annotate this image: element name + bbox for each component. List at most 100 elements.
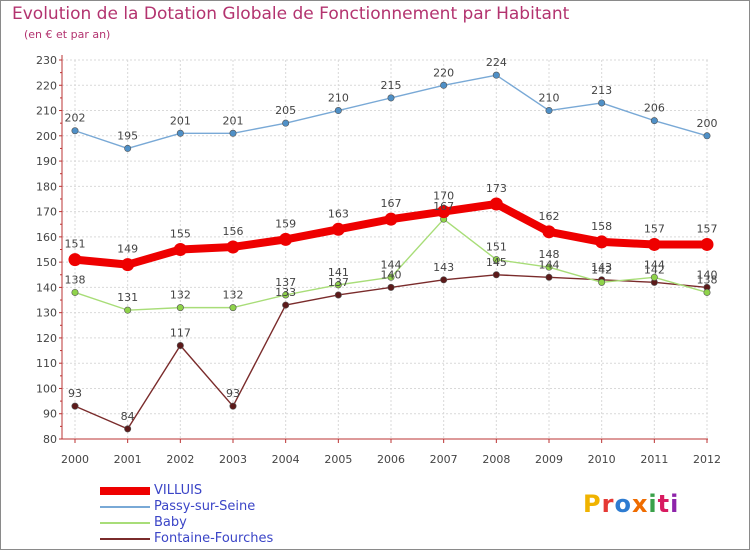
- data-point-fontaine-fourches-2007: [440, 276, 448, 284]
- grid: [62, 59, 708, 440]
- data-label-passy-sur-seine-2008: 224: [486, 56, 507, 69]
- legend-swatch-baby: [100, 522, 150, 524]
- data-point-baby-2009: [545, 263, 553, 271]
- data-label-villuis-2009: 162: [539, 210, 560, 223]
- data-point-villuis-2002: [173, 243, 187, 256]
- x-tick-label-2005: 2005: [324, 453, 352, 466]
- logo-letter: x: [631, 490, 649, 518]
- chart-subtitle: (en € et par an): [24, 28, 111, 41]
- data-label-fontaine-fourches-2012: 140: [697, 268, 718, 281]
- data-label-baby-2005: 141: [328, 266, 349, 279]
- data-point-villuis-2006: [384, 212, 398, 226]
- data-label-passy-sur-seine-2002: 201: [170, 114, 191, 127]
- data-label-baby-2010: 142: [591, 263, 612, 276]
- x-tick-label-2012: 2012: [693, 453, 721, 466]
- data-point-villuis-2004: [279, 232, 293, 246]
- data-point-baby-2012: [703, 288, 711, 296]
- legend-swatch-passy-sur-seine: [100, 506, 150, 508]
- y-tick-label-140: 140: [36, 281, 57, 294]
- data-point-fontaine-fourches-2003: [229, 402, 237, 410]
- data-label-passy-sur-seine-2006: 215: [381, 79, 402, 92]
- data-label-fontaine-fourches-2001: 84: [121, 410, 135, 423]
- data-label-passy-sur-seine-2011: 206: [644, 102, 665, 115]
- data-point-fontaine-fourches-2001: [124, 425, 132, 433]
- data-label-villuis-2010: 158: [591, 220, 612, 233]
- data-label-passy-sur-seine-2003: 201: [223, 114, 244, 127]
- data-point-villuis-2012: [700, 237, 714, 251]
- data-label-fontaine-fourches-2008: 145: [486, 256, 507, 269]
- y-tick-label-210: 210: [36, 105, 57, 118]
- data-label-baby-2001: 131: [117, 291, 138, 304]
- y-tick-label-110: 110: [36, 357, 57, 370]
- y-tick-label-220: 220: [36, 79, 57, 92]
- data-label-baby-2011: 144: [644, 258, 665, 271]
- data-label-baby-2008: 151: [486, 241, 507, 254]
- data-point-villuis-2008: [489, 197, 503, 211]
- x-tick-label-2009: 2009: [535, 453, 563, 466]
- data-label-fontaine-fourches-2007: 143: [433, 261, 454, 274]
- data-label-fontaine-fourches-2004: 133: [275, 286, 296, 299]
- data-point-villuis-2007: [437, 205, 451, 219]
- x-tick-label-2004: 2004: [272, 453, 300, 466]
- data-point-passy-sur-seine-2008: [492, 71, 500, 79]
- logo-letter: P: [583, 490, 602, 518]
- data-point-passy-sur-seine-2005: [334, 107, 342, 115]
- data-point-fontaine-fourches-2004: [282, 301, 290, 309]
- data-label-villuis-2002: 155: [170, 228, 191, 241]
- data-label-baby-2006: 144: [381, 258, 402, 271]
- data-point-fontaine-fourches-2002: [176, 342, 184, 350]
- legend-swatch-fontaine-fourches: [100, 538, 150, 540]
- data-point-villuis-2000: [68, 253, 82, 267]
- data-label-baby-2002: 132: [170, 289, 191, 302]
- data-label-baby-2004: 137: [275, 276, 296, 289]
- data-label-fontaine-fourches-2002: 117: [170, 327, 191, 340]
- data-point-baby-2002: [176, 304, 184, 312]
- y-tick-label-130: 130: [36, 307, 57, 320]
- data-label-baby-2012: 138: [697, 273, 718, 286]
- x-tick-label-2008: 2008: [482, 453, 510, 466]
- legend-label-passy-sur-seine: Passy-sur-Seine: [154, 499, 256, 514]
- legend-swatch-villuis: [100, 487, 150, 495]
- data-point-fontaine-fourches-2005: [334, 291, 342, 299]
- proxiti-logo: Proxiti: [583, 490, 679, 518]
- data-label-villuis-2006: 167: [381, 197, 402, 210]
- data-point-baby-2008: [492, 256, 500, 264]
- data-label-fontaine-fourches-2005: 137: [328, 276, 349, 289]
- data-label-fontaine-fourches-2011: 142: [644, 263, 665, 276]
- logo-letter: i: [648, 490, 658, 518]
- data-label-passy-sur-seine-2001: 195: [117, 129, 138, 142]
- data-label-fontaine-fourches-2009: 144: [539, 258, 560, 271]
- data-label-fontaine-fourches-2000: 93: [68, 387, 82, 400]
- data-point-fontaine-fourches-2006: [387, 283, 395, 291]
- data-label-villuis-2003: 156: [223, 225, 244, 238]
- data-label-passy-sur-seine-2009: 210: [539, 92, 560, 105]
- data-label-baby-2003: 132: [223, 289, 244, 302]
- data-label-villuis-2007: 170: [433, 190, 454, 203]
- data-point-baby-2006: [387, 273, 395, 281]
- y-tick-label-160: 160: [36, 231, 57, 244]
- x-tick-label-2001: 2001: [114, 453, 142, 466]
- data-label-villuis-2005: 163: [328, 207, 349, 220]
- data-point-baby-2005: [334, 281, 342, 289]
- data-point-passy-sur-seine-2003: [229, 129, 237, 137]
- data-point-baby-2010: [598, 278, 606, 286]
- y-tick-label-150: 150: [36, 256, 57, 269]
- data-label-villuis-2000: 151: [65, 238, 86, 251]
- data-label-baby-2009: 148: [539, 248, 560, 261]
- y-tick-label-100: 100: [36, 382, 57, 395]
- logo-letter: o: [614, 490, 632, 518]
- data-point-passy-sur-seine-2010: [598, 99, 606, 107]
- data-label-baby-2007: 167: [433, 200, 454, 213]
- legend-label-fontaine-fourches: Fontaine-Fourches: [154, 531, 274, 546]
- x-tick-label-2002: 2002: [166, 453, 194, 466]
- x-tick-label-2007: 2007: [430, 453, 458, 466]
- axes: 80 90 100 110 120 130 140 150 160 170 180 190 200 210…: [36, 54, 721, 466]
- y-tick-label-200: 200: [36, 130, 57, 143]
- y-tick-label-120: 120: [36, 332, 57, 345]
- data-label-villuis-2012: 157: [697, 222, 718, 235]
- legend-label-baby: Baby: [154, 515, 187, 530]
- data-point-fontaine-fourches-2009: [545, 273, 553, 281]
- x-tick-label-2010: 2010: [588, 453, 616, 466]
